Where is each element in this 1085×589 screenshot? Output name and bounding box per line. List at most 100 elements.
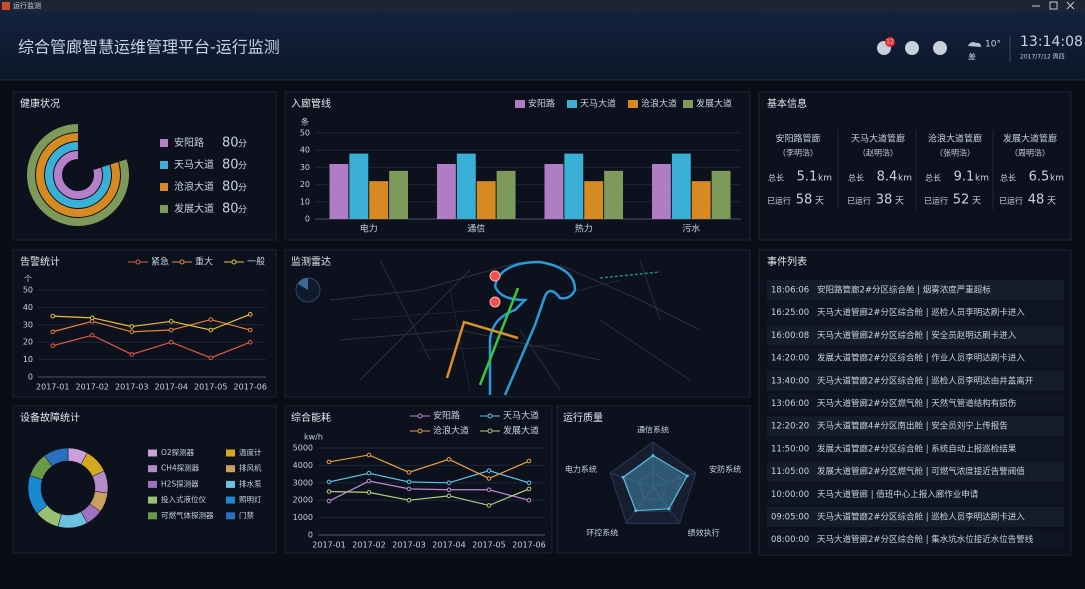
run-unit: 天 [972,197,981,207]
pipe-name: 安阳路管廊 [775,133,820,145]
legend-label: 沧浪大道 [174,180,214,193]
run-value: 52 [953,193,970,208]
bar [671,153,691,219]
legend-label: 发展大道 [696,98,732,110]
point [446,480,452,486]
event-row[interactable] [767,507,1064,527]
y-tick-label: 2000 [293,496,313,505]
legend-label: 门禁 [239,511,254,520]
page-title: 综合管廊智慧运维管理平台-运行监测 [18,38,280,57]
point [247,327,253,333]
map-route [599,271,661,279]
legend-marker [417,428,423,434]
event-time: 13:06:00 [771,399,809,409]
message-icon[interactable] [905,41,919,55]
event-row[interactable] [767,484,1064,505]
length-unit: km [818,174,832,184]
map[interactable] [295,259,701,396]
weather: 差 [968,52,976,62]
length-value: 8.4 [877,170,898,185]
health-ring [54,151,102,199]
y-tick-label: 50 [23,286,33,295]
bar [651,163,671,219]
alarm-point[interactable] [489,270,501,282]
event-row[interactable] [767,416,1064,437]
legend-swatch [160,183,168,191]
event-time: 10:00:00 [771,490,809,500]
legend-marker [487,413,493,419]
legend-swatch [148,465,157,473]
y-tick-label: 40 [300,146,310,155]
event-row[interactable] [767,280,1064,300]
event-text: 发展大道管廊2#分区综合舱 | 作业人员李明达刷卡进入 [817,353,1025,364]
y-tick-label: 40 [23,303,33,312]
event-row[interactable] [767,529,1064,550]
manager: （赵明浩） [858,148,898,158]
point [326,479,332,485]
point [326,459,332,465]
maximize[interactable] [1049,1,1058,10]
date: 2017/7/12 周四 [1020,54,1065,61]
event-row[interactable] [767,302,1064,323]
radar-sweep [298,278,308,290]
bar [604,170,624,219]
map-roads [329,259,701,391]
legend-label: 可燃气体探测器 [161,510,214,520]
bar [456,153,476,219]
health-score: 80 [222,180,239,195]
length-label: 总长 [1000,173,1016,183]
pipe-route [488,260,577,396]
bar [496,170,516,219]
legend-swatch [683,100,693,108]
legend-swatch [567,100,577,108]
radar-label: 安防系统 [709,464,741,474]
bar [369,181,389,219]
legend-marker [179,259,185,265]
event-row[interactable] [767,348,1064,369]
health-unit: 分 [238,161,247,172]
y-tick-label: 30 [23,320,33,329]
event-row[interactable] [767,325,1064,346]
header [0,12,1085,80]
close[interactable] [1066,1,1075,10]
alarm-point[interactable] [489,296,501,308]
length-label: 总长 [768,173,784,183]
user-icon[interactable] [933,41,947,55]
event-row[interactable] [767,438,1064,459]
pie-slice [44,447,69,467]
legend-label: 天马大道 [503,410,539,422]
point [129,324,135,329]
window-controls[interactable] [1032,1,1075,10]
event-time: 11:50:00 [771,444,809,454]
event-row[interactable] [767,393,1064,414]
x-tick-label: 电力 [360,223,378,235]
legend-label: 发展大道 [174,202,214,215]
health-unit: 分 [238,139,247,150]
point [486,476,492,481]
point [50,313,56,319]
legend-swatch [148,512,157,520]
health-unit: 分 [238,205,247,216]
point [446,457,452,462]
radar-point [651,454,655,457]
window-bar [0,0,1085,12]
length-unit: km [975,174,989,184]
window-title: 运行监测 [13,1,41,10]
run-value: 58 [796,193,813,208]
legend-swatch [148,449,157,457]
radar-label: 通信系统 [637,425,669,435]
point [89,315,95,321]
bar [476,181,496,219]
event-time: 12:20:20 [771,422,809,432]
event-row[interactable] [767,461,1064,482]
point [406,479,412,485]
x-tick-label: 2017-04 [155,383,188,392]
length-unit: km [898,174,912,184]
legend-swatch [226,512,235,520]
manager: （李明浩） [778,148,818,158]
y-tick-label: 20 [300,180,310,189]
legend-swatch [148,496,157,504]
y-tick-label: 10 [23,355,33,364]
event-row[interactable] [767,370,1064,391]
series-line [52,313,251,331]
